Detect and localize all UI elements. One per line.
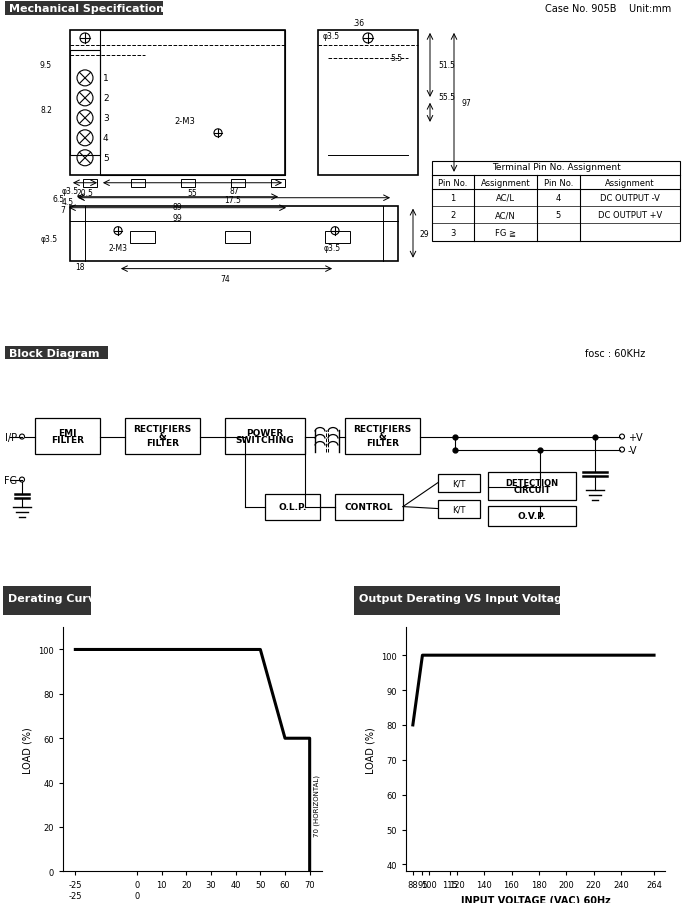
Text: FILTER: FILTER	[366, 439, 399, 448]
Text: CIRCUIT: CIRCUIT	[513, 485, 551, 494]
Text: 89: 89	[172, 202, 182, 211]
Text: 87: 87	[229, 187, 239, 196]
Text: 5: 5	[103, 154, 108, 163]
Text: 97: 97	[462, 99, 472, 108]
Text: 5: 5	[556, 211, 561, 220]
Text: 2-M3: 2-M3	[174, 116, 195, 126]
Text: 2-M3: 2-M3	[108, 244, 127, 252]
Text: Block Diagram: Block Diagram	[9, 349, 99, 358]
Text: &: &	[379, 432, 386, 441]
Text: O.V.P.: O.V.P.	[518, 511, 546, 520]
Text: DC OUTPUT +V: DC OUTPUT +V	[598, 211, 662, 220]
Text: DC OUTPUT -V: DC OUTPUT -V	[600, 193, 660, 202]
Text: Pin No.: Pin No.	[438, 179, 468, 188]
Text: 55.5: 55.5	[438, 93, 455, 102]
Text: 1: 1	[103, 74, 108, 83]
Text: RECTIFIERS: RECTIFIERS	[134, 424, 192, 433]
Text: 5.5: 5.5	[390, 54, 402, 63]
Bar	[5, 346, 108, 359]
Text: 51.5: 51.5	[438, 61, 455, 70]
Bar	[3, 586, 91, 615]
Text: Pin No.: Pin No.	[544, 179, 573, 188]
Text: RECTIFIERS: RECTIFIERS	[354, 424, 412, 433]
Text: AC/N: AC/N	[495, 211, 516, 220]
Text: 17.5: 17.5	[225, 196, 242, 204]
Text: 1: 1	[450, 193, 456, 202]
Bar	[438, 500, 480, 518]
Text: AC/L: AC/L	[496, 193, 515, 202]
Text: φ3.5: φ3.5	[41, 235, 58, 244]
Y-axis label: LOAD (%): LOAD (%)	[22, 726, 33, 773]
Text: FILTER: FILTER	[146, 439, 179, 448]
Text: 2: 2	[450, 211, 456, 220]
Text: 99: 99	[172, 213, 182, 222]
Text: FG ≧: FG ≧	[495, 228, 516, 237]
Text: K/T: K/T	[452, 505, 466, 514]
Text: FG: FG	[4, 475, 17, 485]
Text: fosc : 60KHz: fosc : 60KHz	[585, 349, 645, 358]
Y-axis label: LOAD (%): LOAD (%)	[365, 726, 376, 773]
Text: 4.5: 4.5	[62, 198, 74, 207]
Bar	[345, 418, 420, 454]
Text: 70 (HORIZONTAL): 70 (HORIZONTAL)	[314, 774, 320, 836]
Text: SWITCHING: SWITCHING	[236, 435, 294, 444]
Text: 4: 4	[103, 135, 108, 144]
Text: 20.5: 20.5	[76, 189, 93, 198]
Text: Terminal Pin No. Assignment: Terminal Pin No. Assignment	[491, 163, 620, 172]
Text: 7: 7	[60, 206, 65, 215]
Text: 3: 3	[450, 228, 456, 237]
Bar	[354, 586, 560, 615]
Bar	[488, 472, 576, 500]
Text: O.L.P.: O.L.P.	[279, 502, 307, 511]
Text: Derating Curve: Derating Curve	[8, 593, 102, 603]
Text: FILTER: FILTER	[51, 435, 84, 444]
Text: Assignment: Assignment	[481, 179, 531, 188]
Text: 74: 74	[220, 275, 230, 284]
Text: Assignment: Assignment	[606, 179, 654, 188]
Text: Case No. 905B    Unit:mm: Case No. 905B Unit:mm	[545, 4, 671, 14]
Text: 6.5: 6.5	[53, 194, 65, 203]
Bar	[225, 418, 305, 454]
Text: 9.5: 9.5	[40, 61, 52, 70]
Text: Output Derating VS Input Voltage: Output Derating VS Input Voltage	[358, 593, 569, 603]
Text: I/P: I/P	[5, 432, 17, 442]
Text: -V: -V	[628, 445, 638, 455]
Text: 8.2: 8.2	[40, 107, 52, 116]
Text: 4: 4	[556, 193, 561, 202]
Text: 3: 3	[103, 114, 108, 123]
Bar	[438, 474, 480, 492]
Text: EMI: EMI	[58, 428, 77, 437]
Text: Mechanical Specification: Mechanical Specification	[9, 4, 164, 14]
Text: φ3.5: φ3.5	[323, 244, 341, 252]
Bar	[125, 418, 200, 454]
Text: φ3.5: φ3.5	[323, 32, 340, 41]
Text: DETECTION: DETECTION	[505, 478, 559, 487]
X-axis label: INPUT VOLTAGE (VAC) 60Hz: INPUT VOLTAGE (VAC) 60Hz	[461, 895, 610, 903]
Text: φ3.5: φ3.5	[62, 187, 79, 196]
Bar	[488, 506, 576, 526]
Text: +V: +V	[628, 432, 643, 442]
Bar	[265, 494, 320, 520]
Text: POWER: POWER	[246, 428, 284, 437]
Text: 55: 55	[187, 189, 197, 198]
Bar	[5, 2, 163, 16]
Text: 2: 2	[103, 94, 108, 103]
Text: 29: 29	[420, 230, 430, 239]
Text: .36: .36	[352, 19, 364, 28]
Text: K/T: K/T	[452, 479, 466, 488]
Text: CONTROL: CONTROL	[344, 502, 393, 511]
Text: &: &	[159, 432, 167, 441]
Bar	[35, 418, 100, 454]
Text: 18: 18	[75, 263, 85, 271]
Bar	[335, 494, 403, 520]
